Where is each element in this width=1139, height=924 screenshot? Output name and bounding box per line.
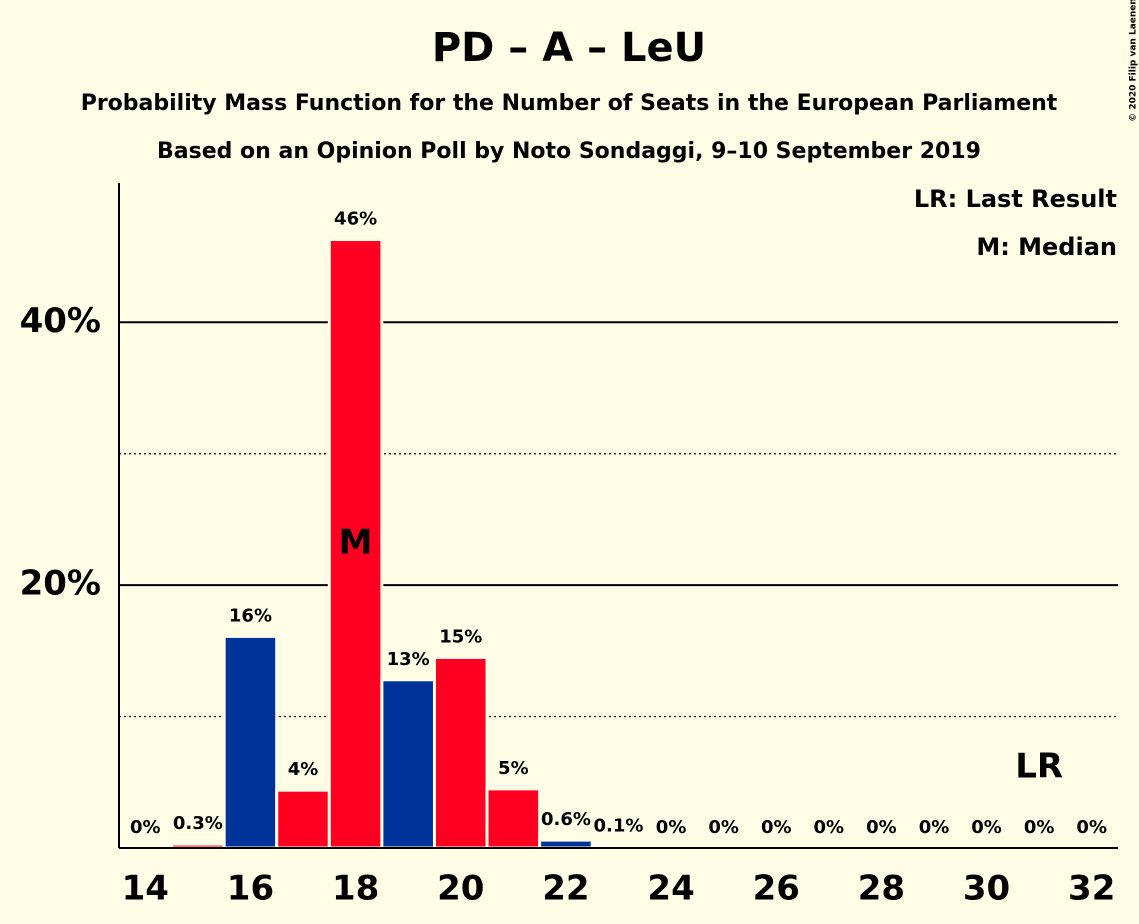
y-tick-label: 40% (20, 301, 101, 341)
x-tick-label: 30 (963, 869, 1010, 909)
bar (432, 655, 489, 850)
x-tick-label: 24 (647, 869, 694, 909)
value-label: 0% (656, 817, 687, 838)
value-label: 46% (334, 209, 377, 230)
bar (538, 838, 594, 850)
value-label: 0.6% (541, 809, 591, 830)
legend-entry: LR: Last Result (914, 185, 1117, 213)
value-label: 4% (288, 759, 319, 780)
value-label: 0.3% (173, 813, 223, 834)
annotation: LR (1015, 747, 1063, 787)
bar (485, 787, 542, 850)
chart-subtitle: Based on an Opinion Poll by Noto Sondagg… (157, 139, 981, 164)
bar (275, 788, 331, 850)
chart-subtitle: Probability Mass Function for the Number… (81, 91, 1058, 116)
value-label: 0% (708, 817, 739, 838)
legend-entry: M: Median (976, 233, 1117, 261)
x-tick-label: 28 (858, 869, 905, 909)
value-label: 0% (130, 817, 161, 838)
x-tick-label: 32 (1068, 869, 1115, 909)
value-label: 16% (229, 605, 272, 626)
annotation: M (339, 522, 373, 562)
value-label: 0% (1076, 817, 1107, 838)
bar (380, 678, 436, 850)
x-tick-label: 22 (542, 869, 589, 909)
value-label: 0% (761, 817, 792, 838)
x-tick-label: 18 (332, 869, 379, 909)
copyright: © 2020 Filip van Laenen (1129, 0, 1139, 122)
value-label: 0% (866, 817, 897, 838)
value-label: 0% (814, 817, 845, 838)
x-tick-label: 20 (437, 869, 484, 909)
bar (222, 634, 279, 850)
value-label: 13% (387, 649, 430, 670)
x-tick-label: 16 (227, 869, 274, 909)
value-label: 0.1% (594, 816, 644, 837)
value-label: 0% (971, 817, 1002, 838)
value-label: 15% (439, 626, 482, 647)
y-tick-label: 20% (20, 564, 101, 604)
chart-title: PD – A – LeU (432, 25, 706, 71)
x-tick-label: 14 (122, 869, 169, 909)
bar (327, 238, 384, 850)
value-label: 5% (498, 758, 529, 779)
value-label: 0% (919, 817, 950, 838)
value-label: 0% (1024, 817, 1055, 838)
x-tick-label: 26 (753, 869, 800, 909)
